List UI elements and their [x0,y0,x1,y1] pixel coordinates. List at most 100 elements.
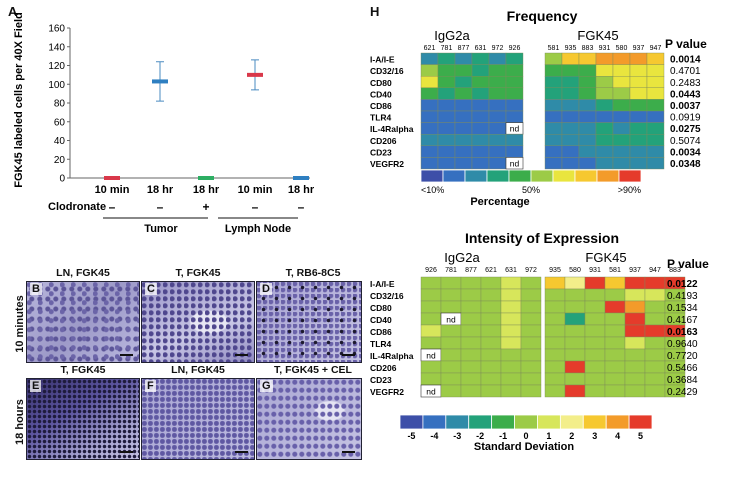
scale-label: 3 [592,431,597,441]
igg-sample-id: 631 [505,267,517,274]
heat-cell [454,145,473,158]
heat-cell [644,336,666,350]
heat-cell [578,145,597,158]
heat-cell [520,372,542,386]
fgk-sample-id: 931 [599,45,611,52]
heat-cell [420,52,439,65]
scale-bar [120,354,133,356]
micro-f-title: LN, FGK45 [171,364,225,376]
heat-cell [505,133,524,146]
heat-cell [564,276,586,290]
marker-label: IL-4Ralpha [370,124,414,134]
nd-label: nd [426,387,436,397]
heat-cell [420,324,442,338]
heat-cell [460,288,482,302]
x-tick-label: 18 hr [288,184,315,196]
heat-cell [420,87,439,100]
marker-label: CD23 [370,147,392,157]
heat-cell [612,157,631,170]
heat-cell [561,145,580,158]
heat-cell [544,300,566,314]
heat-cell [646,75,665,88]
heat-cell [595,64,614,77]
heat-cell [544,336,566,350]
heat-cell [544,348,566,362]
marker-label: VEGFR2 [370,387,404,397]
heat-cell [420,99,439,112]
fgk-sample-id: 883 [582,45,594,52]
heat-cell [612,145,631,158]
scale-swatch [486,169,510,183]
marker-label: TLR4 [370,339,392,349]
heat-cell [437,133,456,146]
p-value: 0.2429 [667,387,698,398]
heat-cell [520,348,542,362]
p-value: 0.0275 [670,124,701,135]
p-value: 0.1534 [667,303,698,314]
marker-label: CD86 [370,327,392,337]
heat-cell [584,300,606,314]
heat-cell [480,288,502,302]
freq-igg-label: IgG2a [434,28,470,43]
heat-cell [584,348,606,362]
heat-cell [561,110,580,123]
x-tick-label: 10 min [238,184,273,196]
heat-cell [544,157,563,170]
heat-cell [646,110,665,123]
micrograph-d: D [256,281,362,363]
heat-cell [544,312,566,326]
scale-swatch [420,169,444,183]
heat-cell [488,75,507,88]
heat-cell [440,324,462,338]
heat-cell [629,145,648,158]
heat-cell [440,336,462,350]
heat-cell [437,52,456,65]
heat-cell [578,99,597,112]
heat-cell [578,110,597,123]
y-tick-label: 0 [59,174,65,185]
heat-cell [544,324,566,338]
mean-marker [247,72,263,77]
heat-cell [624,288,646,302]
heat-cell [604,336,626,350]
y-tick-label: 80 [54,99,66,110]
heat-cell [644,348,666,362]
heat-cell [544,372,566,386]
heat-cell [624,300,646,314]
heat-cell [454,122,473,135]
heat-cell [500,336,522,350]
x-tick-label: 10 min [95,184,130,196]
scale-label: 0 [523,431,528,441]
p-value: 0.7720 [667,351,698,362]
heat-cell [420,360,442,374]
heat-cell [561,99,580,112]
heat-cell [460,276,482,290]
freq-title: Frequency [507,8,578,24]
heat-cell [460,312,482,326]
heat-cell [612,110,631,123]
scale-bar [235,354,248,356]
nd-cell [505,157,524,170]
heat-cell [440,276,462,290]
heat-cell [505,99,524,112]
heat-cell [544,75,563,88]
p-value: 0.0163 [667,327,698,338]
heat-cell [561,133,580,146]
scale-bar [120,451,133,453]
heat-cell [471,122,490,135]
heat-cell [561,75,580,88]
heat-cell [604,300,626,314]
clodronate-value: – [252,200,259,214]
y-tick-label: 60 [54,117,66,128]
heat-cell [612,52,631,65]
heat-cell [644,384,666,398]
clodronate-label: Clodronate [48,201,106,213]
p-value: 0.0919 [670,113,701,124]
scale-swatch [491,414,515,430]
p-value: 0.5466 [667,363,698,374]
p-value: 0.0014 [670,55,701,66]
inten-igg-label: IgG2a [444,250,480,265]
heat-cell [544,360,566,374]
y-tick-label: 20 [54,155,66,166]
heat-cell [624,336,646,350]
